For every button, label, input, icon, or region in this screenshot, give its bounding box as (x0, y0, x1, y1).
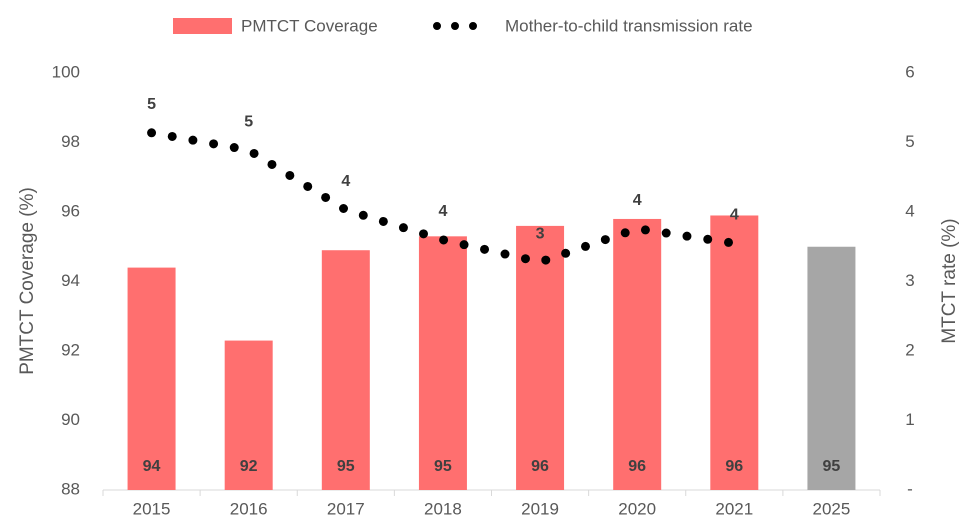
x-tick-label: 2019 (521, 499, 559, 518)
y2-tick-label: 6 (905, 62, 914, 81)
line-value-label: 4 (730, 206, 739, 223)
line-value-label: 5 (244, 113, 253, 130)
y2-axis-title: MTCT rate (%) (939, 218, 960, 343)
y2-tick-label: - (907, 479, 913, 498)
bar-value-label: 96 (725, 458, 743, 475)
bar (516, 225, 565, 490)
line-value-label: 5 (147, 96, 156, 113)
y2-tick-label: 1 (905, 410, 914, 429)
bar (613, 218, 662, 490)
y2-tick-label: 3 (905, 271, 914, 290)
bar-value-label: 96 (531, 458, 549, 475)
bar (807, 246, 856, 490)
legend-label: Mother-to-child transmission rate (505, 16, 753, 35)
bar-value-label: 95 (434, 458, 452, 475)
y-axis-title: PMTCT Coverage (%) (17, 187, 38, 375)
y-tick-label: 96 (61, 201, 80, 220)
x-tick-label: 2020 (618, 499, 656, 518)
x-tick-label: 2021 (715, 499, 753, 518)
x-tick-label: 2015 (133, 499, 171, 518)
y-tick-label: 88 (61, 479, 80, 498)
y-tick-label: 90 (61, 410, 80, 429)
legend-label: PMTCT Coverage (241, 16, 378, 35)
line-value-label: 4 (438, 203, 447, 220)
y2-tick-label: 2 (905, 340, 914, 359)
y-tick-label: 92 (61, 340, 80, 359)
bar (321, 250, 370, 490)
legend-swatch (173, 18, 232, 34)
line-value-label: 4 (341, 173, 350, 190)
x-tick-label: 2025 (813, 499, 851, 518)
bar-value-label: 92 (240, 458, 258, 475)
y-tick-label: 94 (61, 271, 80, 290)
bar-value-label: 95 (823, 458, 841, 475)
x-tick-label: 2016 (230, 499, 268, 518)
bar-value-label: 95 (337, 458, 355, 475)
x-tick-label: 2018 (424, 499, 462, 518)
bar (418, 236, 467, 490)
bar-value-label: 96 (628, 458, 646, 475)
x-tick-label: 2017 (327, 499, 365, 518)
y-tick-label: 98 (61, 132, 80, 151)
y2-tick-label: 4 (905, 201, 914, 220)
bar-value-label: 94 (143, 458, 161, 475)
bar (224, 340, 273, 490)
y2-tick-label: 5 (905, 132, 914, 151)
bar (710, 215, 759, 490)
bar (127, 267, 176, 490)
line-value-label: 4 (633, 192, 642, 209)
line (147, 128, 739, 267)
line-value-label: 3 (536, 225, 545, 242)
y-tick-label: 100 (52, 62, 80, 81)
